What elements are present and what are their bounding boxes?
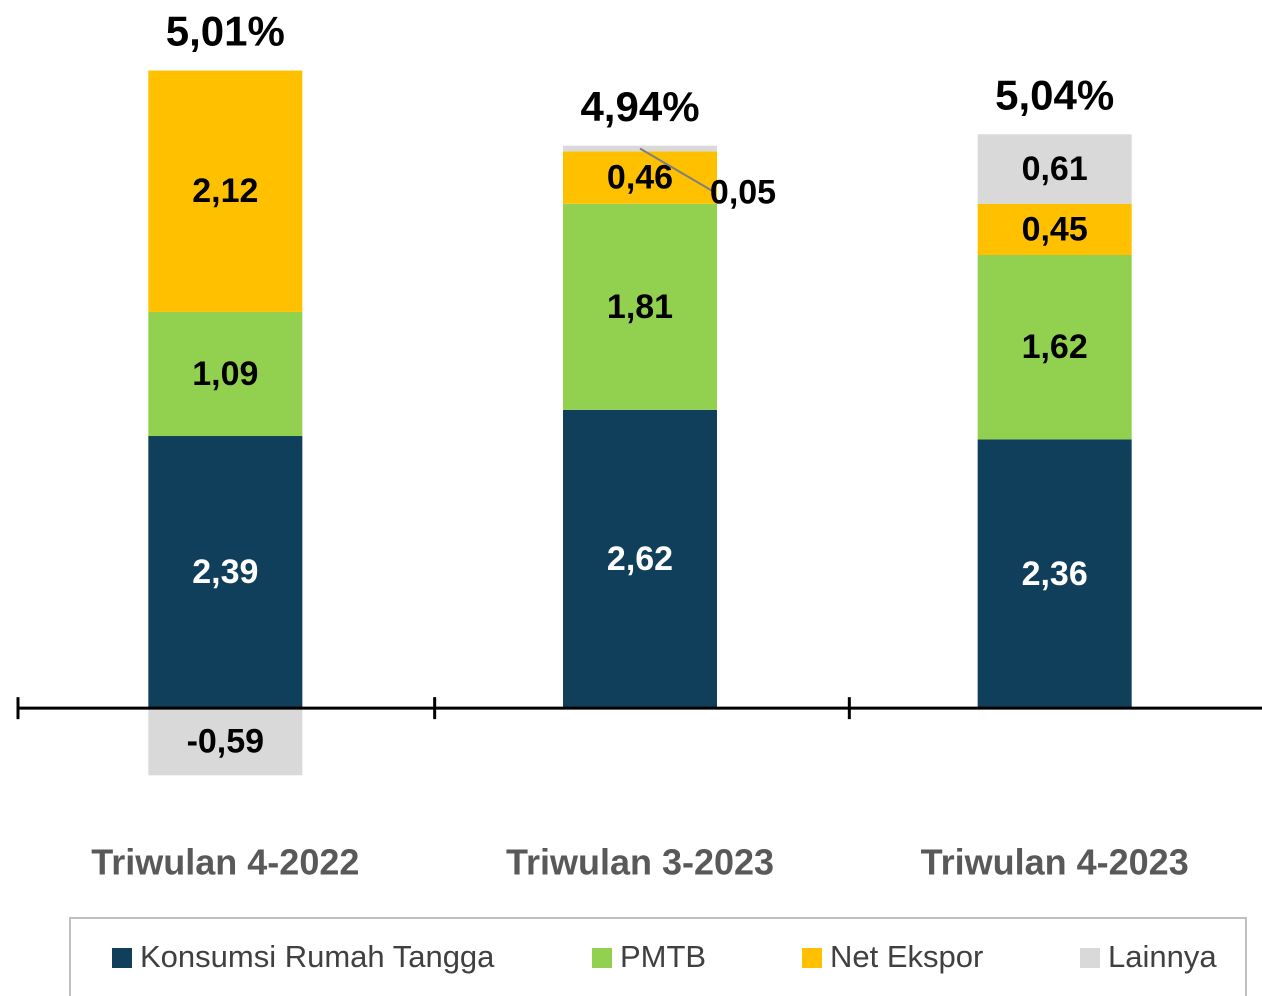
legend-swatch [802, 948, 822, 968]
bar-segment [977, 134, 1132, 204]
data-label: 2,39 [192, 553, 258, 591]
bar-segment [977, 439, 1132, 709]
data-label: 0,61 [1022, 150, 1088, 188]
bar-segment [977, 203, 1132, 255]
data-label: 1,81 [607, 288, 673, 326]
data-label: 2,36 [1022, 555, 1088, 593]
legend-label: PMTB [620, 939, 706, 974]
data-label: -0,59 [187, 723, 265, 761]
legend-swatch [1080, 948, 1100, 968]
legend-swatch [592, 948, 612, 968]
legend-label: Konsumsi Rumah Tangga [140, 939, 495, 974]
x-tick-label: Triwulan 3-2023 [506, 842, 774, 883]
bar-segment [977, 254, 1132, 440]
bar-segment [148, 436, 303, 709]
legend-box [69, 917, 1247, 996]
data-label: 0,05 [710, 174, 776, 212]
bar-segment [148, 70, 303, 312]
data-label: 1,62 [1022, 328, 1088, 366]
legend-swatch [112, 948, 132, 968]
bar-segment [563, 409, 717, 709]
data-label: 2,62 [607, 540, 673, 578]
leader-line [639, 147, 716, 194]
data-label: 1,09 [192, 355, 258, 393]
data-label: 2,12 [192, 172, 258, 210]
x-tick-label: Triwulan 4-2022 [91, 842, 359, 883]
legend-label: Net Ekspor [830, 939, 983, 974]
bar-segment [148, 708, 303, 776]
data-label: 0,45 [1022, 210, 1088, 248]
total-label: 5,01% [166, 8, 285, 55]
total-label: 4,94% [580, 83, 699, 130]
total-label: 5,04% [995, 71, 1114, 118]
bar-segment [148, 311, 303, 437]
x-tick-label: Triwulan 4-2023 [921, 842, 1189, 883]
bar-segment [563, 203, 717, 410]
legend-label: Lainnya [1108, 939, 1217, 974]
data-label: 0,46 [607, 159, 673, 197]
